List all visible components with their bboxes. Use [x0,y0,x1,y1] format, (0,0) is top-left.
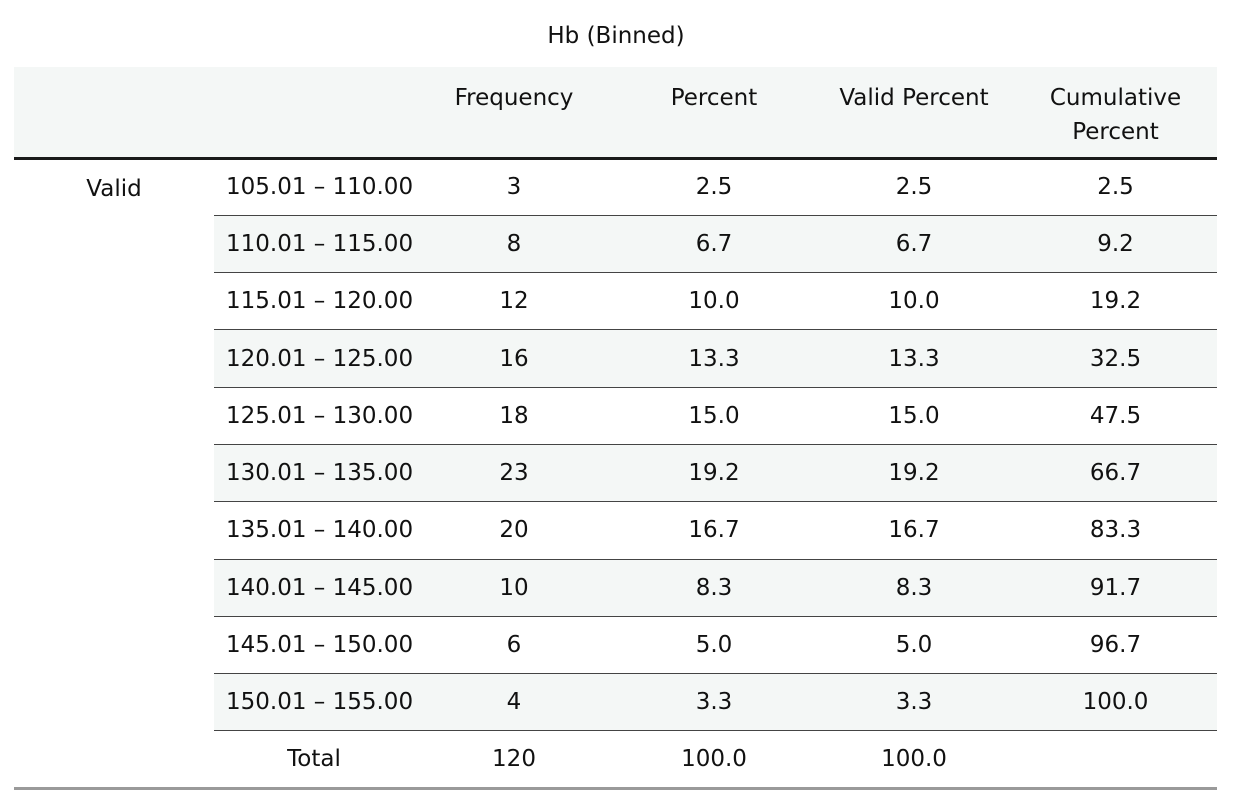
cell-cumulative-percent: 19.2 [1014,272,1217,331]
cell-valid-percent: 6.7 [814,215,1014,274]
total-label: Total [214,730,414,790]
cell-valid-percent: 10.0 [814,272,1014,331]
cell-cumulative-percent: 9.2 [1014,215,1217,274]
header-cumulative-line1: Cumulative [1049,85,1182,111]
total-valid-percent: 100.0 [814,730,1014,790]
row-range-label: 130.01 – 135.00 [214,444,414,503]
cell-cumulative-percent: 100.0 [1014,673,1217,732]
cell-percent: 13.3 [614,329,814,388]
cell-valid-percent: 16.7 [814,501,1014,560]
cell-frequency: 20 [414,501,614,560]
cell-cumulative-percent: 96.7 [1014,616,1217,675]
cell-valid-percent: 13.3 [814,329,1014,388]
cell-valid-percent: 3.3 [814,673,1014,732]
row-range-label: 105.01 – 110.00 [214,158,414,216]
table-row: 120.01 – 125.00 16 13.3 13.3 32.5 [14,329,1217,388]
cell-valid-percent: 8.3 [814,559,1014,617]
frequency-table: Frequency Percent Valid Percent Cumulati… [14,67,1217,790]
table-row: 135.01 – 140.00 20 16.7 16.7 83.3 [14,501,1217,560]
table-header: Frequency Percent Valid Percent Cumulati… [14,67,1217,160]
cell-percent: 3.3 [614,673,814,732]
row-range-label: 125.01 – 130.00 [214,387,414,445]
cell-percent: 8.3 [614,559,814,617]
table-row: 130.01 – 135.00 23 19.2 19.2 66.7 [14,444,1217,503]
table-row: 150.01 – 155.00 4 3.3 3.3 100.0 [14,673,1217,732]
total-frequency: 120 [414,730,614,790]
header-percent: Percent [614,67,814,160]
row-range-label: 110.01 – 115.00 [214,215,414,274]
table-row: 145.01 – 150.00 6 5.0 5.0 96.7 [14,616,1217,675]
cell-frequency: 18 [414,387,614,445]
table-row: Valid 105.01 – 110.00 3 2.5 2.5 2.5 [14,158,1217,790]
cell-percent: 15.0 [614,387,814,445]
cell-valid-percent: 2.5 [814,158,1014,216]
row-range-label: 140.01 – 145.00 [214,559,414,617]
cell-percent: 16.7 [614,501,814,560]
cell-cumulative-percent: 2.5 [1014,158,1217,216]
table-title: Hb (Binned) [547,23,685,49]
table-row: 115.01 – 120.00 12 10.0 10.0 19.2 [14,272,1217,331]
cell-valid-percent: 5.0 [814,616,1014,675]
table-row: 110.01 – 115.00 8 6.7 6.7 9.2 [14,215,1217,274]
cell-percent: 19.2 [614,444,814,503]
cell-cumulative-percent: 66.7 [1014,444,1217,503]
header-blank-stub [14,67,214,160]
row-range-label: 135.01 – 140.00 [214,501,414,560]
row-range-label: 120.01 – 125.00 [214,329,414,388]
row-range-label: 150.01 – 155.00 [214,673,414,732]
cell-percent: 6.7 [614,215,814,274]
cell-frequency: 6 [414,616,614,675]
cell-cumulative-percent: 47.5 [1014,387,1217,445]
header-blank-range [214,67,414,160]
header-valid-percent: Valid Percent [814,67,1014,160]
cell-percent: 2.5 [614,158,814,216]
cell-percent: 10.0 [614,272,814,331]
total-row: Total 120 100.0 100.0 [14,730,1217,790]
total-percent: 100.0 [614,730,814,790]
cell-frequency: 4 [414,673,614,732]
cell-cumulative-percent: 83.3 [1014,501,1217,560]
cell-frequency: 23 [414,444,614,503]
header-frequency: Frequency [414,67,614,160]
cell-valid-percent: 15.0 [814,387,1014,445]
cell-frequency: 12 [414,272,614,331]
cell-frequency: 3 [414,158,614,216]
cell-cumulative-percent: 91.7 [1014,559,1217,617]
table-body: Valid 105.01 – 110.00 3 2.5 2.5 2.5 110.01 – 1… [14,158,1217,790]
cell-frequency: 16 [414,329,614,388]
total-cumulative-percent [1014,730,1217,790]
cell-frequency: 8 [414,215,614,274]
header-row: Frequency Percent Valid Percent Cumulati… [14,67,1217,160]
header-cumulative-percent: Cumulative Percent [1014,67,1217,160]
cell-percent: 5.0 [614,616,814,675]
table-row: 140.01 – 145.00 10 8.3 8.3 91.7 [14,559,1217,617]
cell-frequency: 10 [414,559,614,617]
cell-valid-percent: 19.2 [814,444,1014,503]
row-range-label: 115.01 – 120.00 [214,272,414,331]
row-group-label: Valid [14,158,214,790]
row-range-label: 145.01 – 150.00 [214,616,414,675]
header-cumulative-line2: Percent [1072,119,1159,145]
cell-cumulative-percent: 32.5 [1014,329,1217,388]
table-row: 125.01 – 130.00 18 15.0 15.0 47.5 [14,387,1217,445]
